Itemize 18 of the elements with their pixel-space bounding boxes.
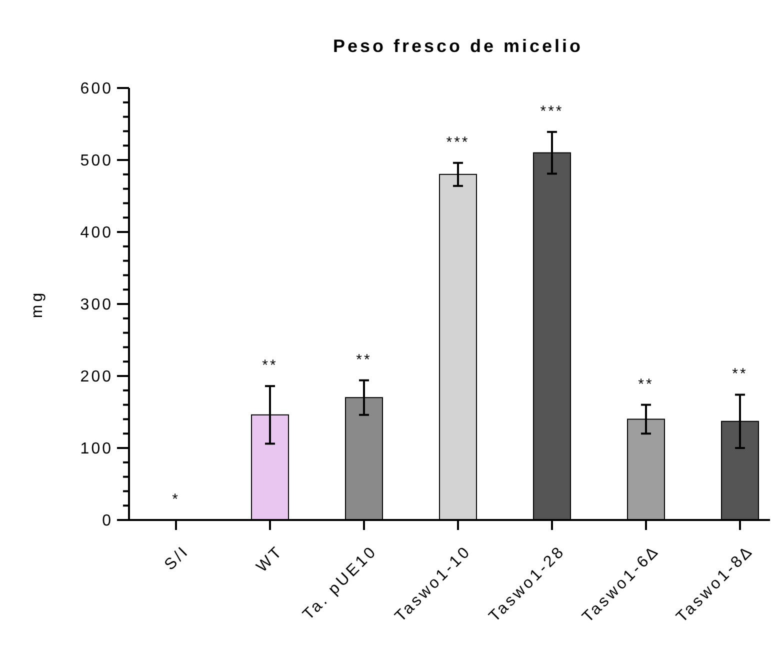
y-tick-label: 400 <box>80 224 113 242</box>
annotation: *** <box>540 102 564 120</box>
annotation: *** <box>446 134 470 151</box>
annotation: ** <box>732 366 748 383</box>
x-tick-label: S/I <box>162 542 193 574</box>
annotation: ** <box>356 351 372 368</box>
y-tick-label: 200 <box>80 368 113 386</box>
y-tick-label: 300 <box>80 296 113 314</box>
y-tick-label: 600 <box>80 80 113 98</box>
y-axis-title: mg <box>29 290 46 318</box>
annotation: ** <box>262 357 278 374</box>
y-tick-label: 0 <box>102 512 113 530</box>
y-tick-label: 500 <box>80 152 113 170</box>
annotation: * <box>172 491 180 508</box>
annotation: ** <box>638 376 654 393</box>
chart-title: Peso fresco de micelio <box>332 36 584 56</box>
y-tick-label: 100 <box>80 440 113 458</box>
x-tick-label: WT <box>254 542 287 576</box>
